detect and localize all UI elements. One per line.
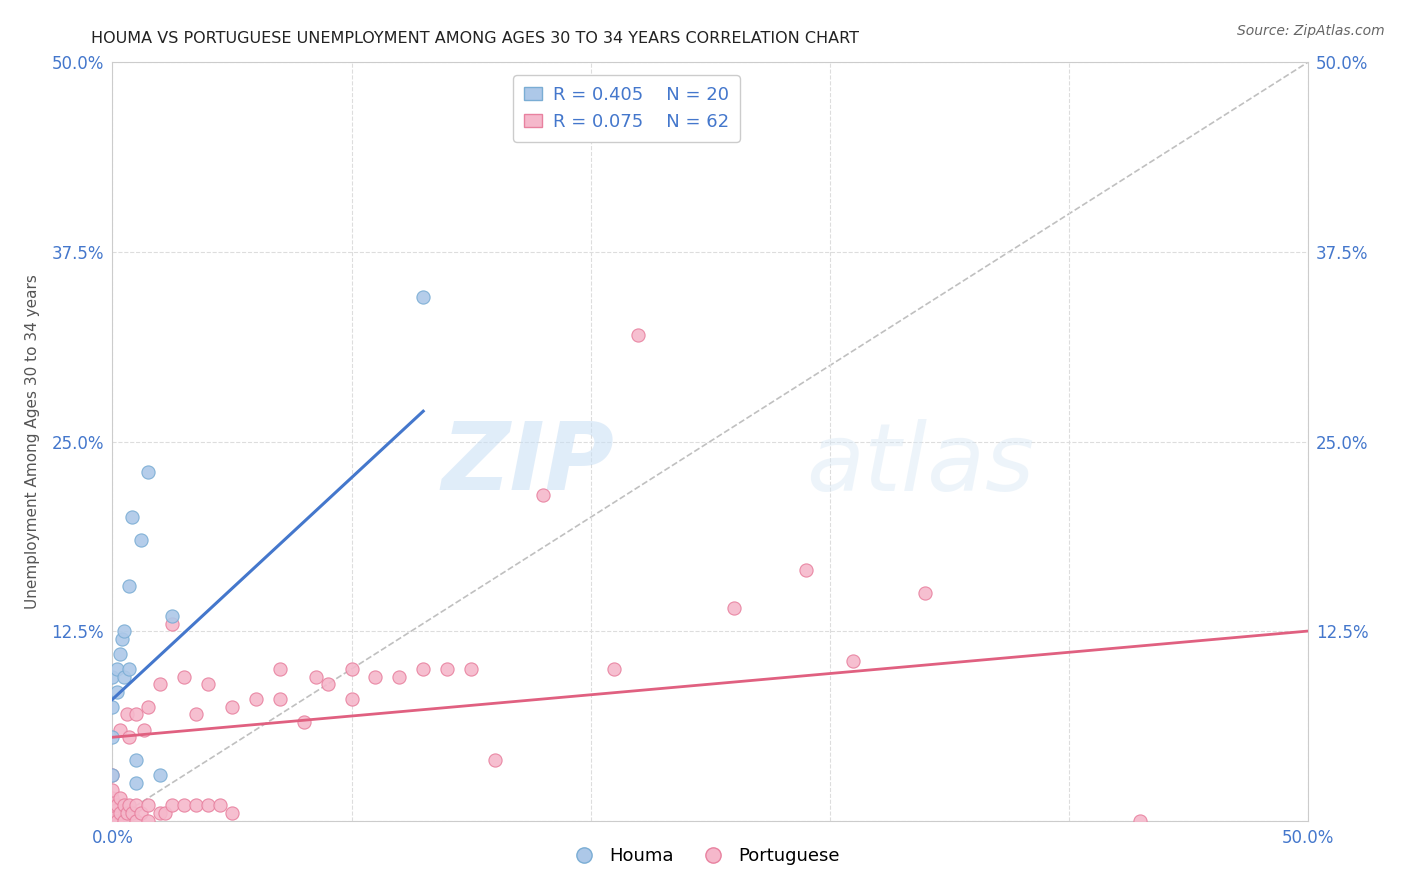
Point <box>1129 814 1152 828</box>
Point <box>105 814 128 828</box>
Text: HOUMA VS PORTUGUESE UNEMPLOYMENT AMONG AGES 30 TO 34 YEARS CORRELATION CHART: HOUMA VS PORTUGUESE UNEMPLOYMENT AMONG A… <box>91 31 859 46</box>
Point <box>105 685 128 699</box>
Point <box>114 624 135 639</box>
Point <box>412 662 434 676</box>
Point <box>603 662 626 676</box>
Point <box>269 662 291 676</box>
Point <box>114 798 135 813</box>
Point <box>531 487 554 501</box>
Point <box>484 753 506 767</box>
Point <box>364 669 387 683</box>
Point <box>460 662 482 676</box>
Text: atlas: atlas <box>806 418 1033 510</box>
Point <box>132 723 155 737</box>
Point <box>162 608 183 623</box>
Point <box>108 806 131 821</box>
Point <box>118 662 141 676</box>
Point <box>138 465 160 479</box>
Point <box>149 677 172 691</box>
Point <box>173 798 195 813</box>
Point <box>436 662 458 676</box>
Point <box>101 669 124 683</box>
Point <box>108 647 131 661</box>
Y-axis label: Unemployment Among Ages 30 to 34 years: Unemployment Among Ages 30 to 34 years <box>25 274 41 609</box>
Point <box>125 776 148 790</box>
Point <box>115 806 138 821</box>
Point <box>138 699 160 714</box>
Point <box>723 601 745 615</box>
Point <box>118 798 141 813</box>
Point <box>388 669 411 683</box>
Point <box>149 768 172 782</box>
Point <box>138 798 160 813</box>
Point <box>108 791 131 805</box>
Point <box>101 768 124 782</box>
Point <box>118 730 141 744</box>
Point <box>221 699 243 714</box>
Point <box>842 655 865 669</box>
Point <box>105 662 128 676</box>
Point <box>105 798 128 813</box>
Point <box>197 798 219 813</box>
Point <box>627 328 650 343</box>
Point <box>173 669 195 683</box>
Point <box>101 730 124 744</box>
Point <box>121 510 143 524</box>
Point <box>186 798 208 813</box>
Point <box>118 579 141 593</box>
Point <box>209 798 232 813</box>
Point <box>101 699 124 714</box>
Point <box>114 814 135 828</box>
Point <box>125 798 148 813</box>
Point <box>101 798 124 813</box>
Point <box>197 677 219 691</box>
Point <box>115 707 138 722</box>
Point <box>108 723 131 737</box>
Legend: R = 0.405    N = 20, R = 0.075    N = 62: R = 0.405 N = 20, R = 0.075 N = 62 <box>513 75 740 142</box>
Point <box>153 806 176 821</box>
Point <box>125 814 148 828</box>
Point <box>101 791 124 805</box>
Point <box>129 533 152 548</box>
Point <box>269 692 291 706</box>
Point <box>101 806 124 821</box>
Point <box>794 564 817 578</box>
Point <box>245 692 267 706</box>
Point <box>101 814 124 828</box>
Point <box>111 632 134 646</box>
Point <box>125 753 148 767</box>
Point <box>101 768 124 782</box>
Point <box>121 806 143 821</box>
Point <box>114 669 135 683</box>
Point <box>138 814 160 828</box>
Point <box>316 677 339 691</box>
Point <box>305 669 328 683</box>
Point <box>340 692 363 706</box>
Point <box>292 715 315 730</box>
Point <box>162 798 183 813</box>
Text: ZIP: ZIP <box>441 418 614 510</box>
Legend: Houma, Portuguese: Houma, Portuguese <box>558 840 848 872</box>
Point <box>412 291 434 305</box>
Text: Source: ZipAtlas.com: Source: ZipAtlas.com <box>1237 24 1385 38</box>
Point <box>340 662 363 676</box>
Point <box>129 806 152 821</box>
Point <box>125 707 148 722</box>
Point <box>221 806 243 821</box>
Point <box>101 783 124 797</box>
Point <box>914 586 936 600</box>
Point <box>149 806 172 821</box>
Point <box>162 616 183 631</box>
Point <box>186 707 208 722</box>
